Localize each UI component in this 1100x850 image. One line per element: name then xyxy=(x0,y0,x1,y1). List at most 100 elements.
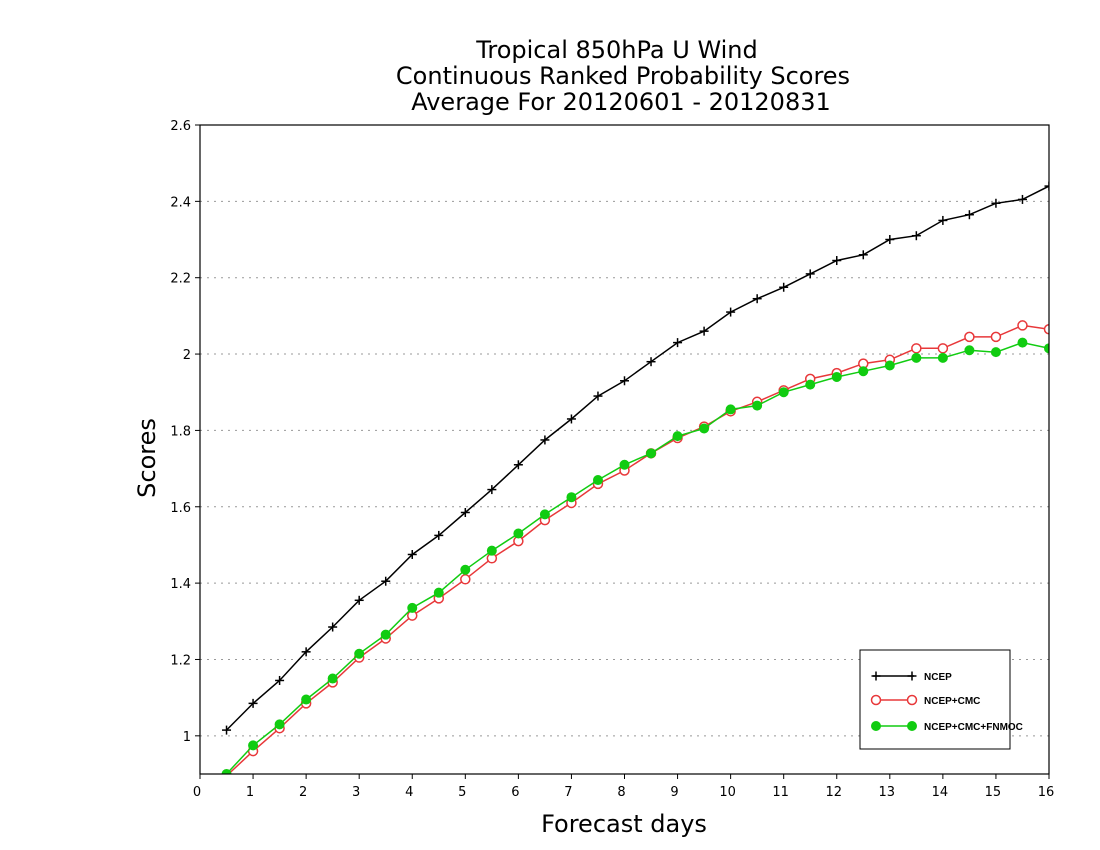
data-point xyxy=(593,391,603,401)
data-point xyxy=(513,460,523,470)
data-point xyxy=(805,379,816,390)
data-point xyxy=(646,357,656,367)
data-point xyxy=(672,431,683,442)
data-point xyxy=(566,414,576,424)
data-point xyxy=(434,530,444,540)
data-point xyxy=(752,294,762,304)
legend-marker xyxy=(871,721,881,731)
y-tick-label: 1 xyxy=(183,730,191,745)
data-point xyxy=(1017,320,1028,331)
y-axis-ticks: 1 1.2 1.4 1.6 1.8 2 2.2 2.4 2.6 xyxy=(170,119,200,745)
data-point xyxy=(433,587,444,598)
y-tick-label: 2.6 xyxy=(170,119,191,134)
legend-entry: NCEP+CMC xyxy=(870,694,980,707)
data-point xyxy=(248,698,258,708)
data-point xyxy=(328,622,338,632)
data-point xyxy=(725,404,736,415)
data-point xyxy=(619,459,630,470)
data-point xyxy=(221,769,232,774)
y-tick-label: 1.6 xyxy=(170,501,191,516)
x-tick-label: 11 xyxy=(772,785,789,800)
data-point xyxy=(407,549,417,559)
data-point xyxy=(1043,323,1049,335)
data-point xyxy=(540,435,550,445)
legend-label: NCEP+CMC xyxy=(924,696,980,707)
x-tick-label: 16 xyxy=(1038,785,1055,800)
y-tick-label: 1.2 xyxy=(170,653,191,668)
data-point xyxy=(327,673,338,684)
data-point xyxy=(938,215,948,225)
data-point xyxy=(831,371,842,382)
series-2 xyxy=(221,337,1049,774)
data-point xyxy=(592,475,603,486)
x-tick-label: 8 xyxy=(617,785,625,800)
y-axis-label: Scores xyxy=(133,418,161,498)
data-point xyxy=(1017,194,1027,204)
title-line-1: Tropical 850hPa U Wind xyxy=(475,36,758,64)
data-point xyxy=(699,326,709,336)
plot-frame xyxy=(199,124,1050,775)
data-point xyxy=(858,250,868,260)
data-point xyxy=(620,376,629,386)
y-tick-label: 2 xyxy=(183,348,191,363)
data-point xyxy=(779,282,789,292)
data-point xyxy=(1017,337,1028,348)
series-0 xyxy=(222,181,1049,735)
x-tick-label: 4 xyxy=(405,785,413,800)
data-point xyxy=(699,423,710,434)
data-point xyxy=(884,360,895,371)
data-point xyxy=(646,448,657,459)
data-point xyxy=(964,210,974,220)
legend-marker xyxy=(906,694,918,706)
x-tick-label: 13 xyxy=(879,785,896,800)
data-point xyxy=(991,198,1001,208)
x-tick-label: 0 xyxy=(193,785,201,800)
data-point xyxy=(301,694,312,705)
data-point xyxy=(885,235,895,245)
data-point xyxy=(222,725,232,735)
data-point xyxy=(911,352,922,363)
data-point xyxy=(990,347,1001,358)
x-tick-label: 7 xyxy=(564,785,572,800)
x-tick-label: 15 xyxy=(985,785,1002,800)
data-point xyxy=(990,331,1002,343)
x-tick-label: 2 xyxy=(299,785,307,800)
legend-marker xyxy=(907,671,917,681)
y-tick-label: 1.4 xyxy=(170,577,191,592)
data-point xyxy=(778,387,789,398)
legend: NCEP NCEP+CMC NCEP+CMC+FNMOC xyxy=(859,649,1023,750)
data-point xyxy=(832,256,842,266)
x-axis-label: Forecast days xyxy=(541,810,707,838)
data-point xyxy=(275,675,285,685)
data-point xyxy=(487,485,497,495)
series-line xyxy=(225,185,1049,731)
legend-label: NCEP+CMC+FNMOC xyxy=(924,722,1023,733)
data-point xyxy=(911,343,922,354)
legend-label: NCEP xyxy=(924,672,952,683)
data-point xyxy=(301,647,311,657)
data-point xyxy=(1044,181,1049,191)
data-point xyxy=(460,564,471,575)
x-tick-label: 3 xyxy=(352,785,360,800)
y-tick-label: 2.4 xyxy=(170,195,191,210)
x-tick-label: 5 xyxy=(458,785,466,800)
x-tick-label: 9 xyxy=(670,785,678,800)
x-tick-label: 14 xyxy=(932,785,949,800)
data-point xyxy=(858,366,869,377)
data-point xyxy=(805,269,815,279)
series-layer xyxy=(221,181,1049,774)
title-line-2: Continuous Ranked Probability Scores xyxy=(396,62,850,90)
data-point xyxy=(1044,343,1049,354)
data-point xyxy=(407,602,418,613)
data-point xyxy=(380,629,391,640)
data-point xyxy=(513,528,524,539)
legend-entry: NCEP xyxy=(871,671,952,683)
data-point xyxy=(460,574,471,585)
data-point xyxy=(911,231,921,241)
data-point xyxy=(354,648,365,659)
data-point xyxy=(937,352,948,363)
plot-area xyxy=(221,181,1049,774)
data-point xyxy=(752,400,763,411)
data-point xyxy=(726,307,736,317)
data-point xyxy=(937,343,949,354)
